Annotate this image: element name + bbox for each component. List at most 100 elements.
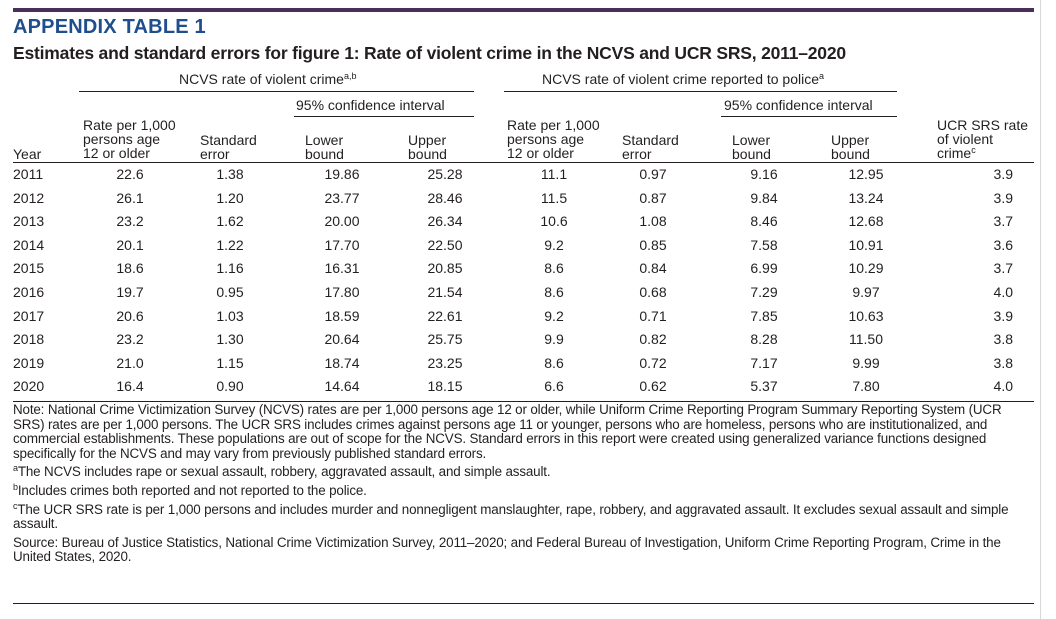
source-note: Source: Bureau of Justice Statistics, Na… xyxy=(13,534,1001,565)
group-underline-reported xyxy=(504,91,897,92)
cell-upper: 22.61 xyxy=(427,307,463,324)
cell-upper: 22.50 xyxy=(427,236,463,253)
col-header-year: Year xyxy=(13,146,42,162)
cell-ucr: 3.8 xyxy=(993,331,1013,348)
cell-rep-lower: 6.99 xyxy=(750,260,778,277)
table-row: 2011 22.6 1.38 19.86 25.28 11.1 0.97 9.16 12.95 3… xyxy=(13,164,1034,185)
group-header-ncvs: NCVS rate of violent crimea,b xyxy=(179,71,357,87)
cell-rep-se: 0.62 xyxy=(639,378,667,395)
cell-se: 1.62 xyxy=(216,213,244,230)
cell-rep-se: 0.72 xyxy=(639,354,667,371)
cell-rate: 20.1 xyxy=(116,236,144,253)
table-bottom-rule xyxy=(13,401,1034,402)
cell-rate: 26.1 xyxy=(116,189,144,206)
table-row: 2012 26.1 1.20 23.77 28.46 11.5 0.87 9.84 13.24 3… xyxy=(13,188,1034,209)
cell-year: 2014 xyxy=(13,236,45,253)
cell-year: 2020 xyxy=(13,378,45,395)
cell-rep-rate: 9.2 xyxy=(544,236,564,253)
cell-rep-lower: 9.16 xyxy=(750,166,778,182)
table-row: 2020 16.4 0.90 14.64 18.15 6.6 0.62 5.37 7.80 4.0 xyxy=(13,376,1034,397)
cell-year: 2012 xyxy=(13,189,45,206)
cell-rep-lower: 7.17 xyxy=(750,354,778,371)
cell-upper: 28.46 xyxy=(427,189,463,206)
cell-lower: 18.59 xyxy=(324,307,360,324)
cell-rep-lower: 7.29 xyxy=(750,284,778,300)
cell-year: 2018 xyxy=(13,331,45,348)
col-header-lower: Lower bound xyxy=(305,132,344,162)
cell-ucr: 4.0 xyxy=(993,284,1013,300)
cell-ucr: 4.0 xyxy=(993,378,1013,395)
col-header-rep-upper: Upper bound xyxy=(831,132,870,162)
cell-ucr: 3.9 xyxy=(993,307,1013,324)
cell-rep-upper: 7.80 xyxy=(852,378,880,395)
cell-rep-lower: 7.85 xyxy=(750,307,778,324)
cell-year: 2011 xyxy=(13,166,44,182)
cell-ucr: 3.8 xyxy=(993,354,1013,371)
col-header-rep-rate: Rate per 1,000 persons age 12 or older xyxy=(507,117,600,161)
cell-ucr: 3.7 xyxy=(993,260,1013,277)
cell-rep-lower: 8.46 xyxy=(750,213,778,230)
col-header-ucr: UCR SRS rate of violent crimec xyxy=(937,117,1029,161)
cell-rate: 20.6 xyxy=(116,307,144,324)
cell-year: 2017 xyxy=(13,307,45,324)
cell-rep-rate: 11.5 xyxy=(540,189,568,206)
cell-se: 1.30 xyxy=(216,331,244,348)
cell-ucr: 3.7 xyxy=(993,213,1013,230)
cell-rep-se: 0.82 xyxy=(639,331,667,348)
note-main: Note: National Crime Victimization Surve… xyxy=(13,402,1002,461)
cell-lower: 17.70 xyxy=(324,236,360,253)
cell-se: 1.22 xyxy=(216,236,244,253)
notes-block: Note: National Crime Victimization Surve… xyxy=(13,402,1028,565)
col-header-se: Standard error xyxy=(200,132,257,162)
col-header-rep-se: Standard error xyxy=(622,132,679,162)
appendix-title: APPENDIX TABLE 1 xyxy=(13,16,206,38)
cell-rep-upper: 10.91 xyxy=(848,236,884,253)
cell-rep-rate: 11.1 xyxy=(540,166,568,182)
cell-upper: 21.54 xyxy=(427,284,463,300)
col-header-rep-lower: Lower bound xyxy=(732,132,771,162)
cell-rep-upper: 9.97 xyxy=(852,284,880,300)
cell-ucr: 3.9 xyxy=(993,166,1013,182)
header-rule xyxy=(13,162,1034,163)
cell-rep-lower: 5.37 xyxy=(750,378,778,395)
cell-upper: 18.15 xyxy=(427,378,463,395)
table-row: 2014 20.1 1.22 17.70 22.50 9.2 0.85 7.58 10.91 3.… xyxy=(13,235,1034,256)
cell-upper: 23.25 xyxy=(427,354,463,371)
cell-se: 1.38 xyxy=(216,166,244,182)
cell-se: 0.95 xyxy=(216,284,244,300)
cell-lower: 17.80 xyxy=(324,284,360,300)
cell-rep-lower: 9.84 xyxy=(750,189,778,206)
cell-rate: 23.2 xyxy=(116,331,144,348)
table-title: Estimates and standard errors for figure… xyxy=(13,43,846,63)
cell-lower: 19.86 xyxy=(324,166,360,182)
cell-rate: 19.7 xyxy=(116,284,144,300)
cell-lower: 16.31 xyxy=(324,260,360,277)
cell-rep-upper: 10.29 xyxy=(848,260,884,277)
cell-se: 1.20 xyxy=(216,189,244,206)
cell-rep-se: 0.97 xyxy=(639,166,667,182)
cell-rep-upper: 11.50 xyxy=(849,331,883,348)
cell-year: 2019 xyxy=(13,354,45,371)
table-row: 2013 23.2 1.62 20.00 26.34 10.6 1.08 8.46 12.68 3… xyxy=(13,211,1034,232)
cell-se: 1.03 xyxy=(216,307,244,324)
ci-header-reported: 95% confidence interval xyxy=(724,97,873,113)
cell-rep-se: 1.08 xyxy=(639,213,667,230)
cell-se: 1.15 xyxy=(216,354,244,371)
cell-rep-se: 0.68 xyxy=(639,284,667,300)
cell-rep-rate: 9.2 xyxy=(544,307,564,324)
cell-ucr: 3.6 xyxy=(993,236,1013,253)
ci-header-ncvs: 95% confidence interval xyxy=(296,97,445,113)
footnote-b: bIncludes crimes both reported and not r… xyxy=(13,481,367,498)
cell-rep-rate: 6.6 xyxy=(544,378,564,395)
group-header-reported: NCVS rate of violent crime reported to p… xyxy=(542,71,825,87)
cell-upper: 25.28 xyxy=(427,166,463,182)
cell-rep-upper: 10.63 xyxy=(848,307,884,324)
cell-se: 0.90 xyxy=(216,378,244,395)
cell-se: 1.16 xyxy=(216,260,244,277)
cell-lower: 14.64 xyxy=(324,378,360,395)
cell-lower: 20.64 xyxy=(324,331,360,348)
footnote-a: aThe NCVS includes rape or sexual assaul… xyxy=(13,463,551,480)
table-row: 2015 18.6 1.16 16.31 20.85 8.6 0.84 6.99 10.29 3.… xyxy=(13,258,1034,279)
cell-rep-se: 0.84 xyxy=(639,260,667,277)
